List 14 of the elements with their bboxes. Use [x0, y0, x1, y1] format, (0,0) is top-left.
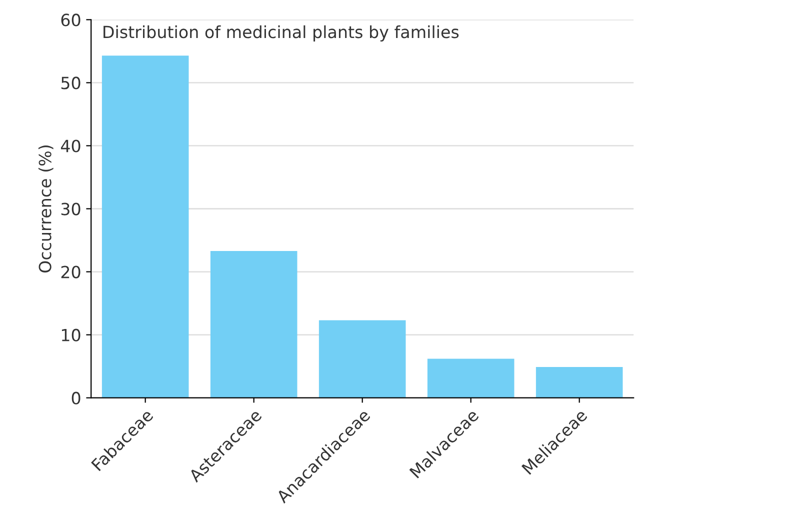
bar	[318, 320, 406, 398]
bar	[536, 366, 623, 398]
bar	[427, 358, 514, 398]
y-tick-label: 10	[62, 328, 80, 342]
bar	[102, 56, 189, 398]
y-tick-label: 0	[72, 392, 80, 404]
y-tick-label: 20	[61, 266, 80, 278]
y-tick-label: 40	[60, 140, 80, 152]
y-axis-title: Occurrence (%)	[38, 145, 54, 273]
y-tick-label: 50	[61, 76, 80, 90]
y-tick-label: 60	[61, 14, 80, 26]
chart-title: Distribution of medicinal plants by families	[104, 25, 459, 42]
y-tick-label: 30	[61, 202, 80, 216]
bar	[210, 250, 298, 398]
